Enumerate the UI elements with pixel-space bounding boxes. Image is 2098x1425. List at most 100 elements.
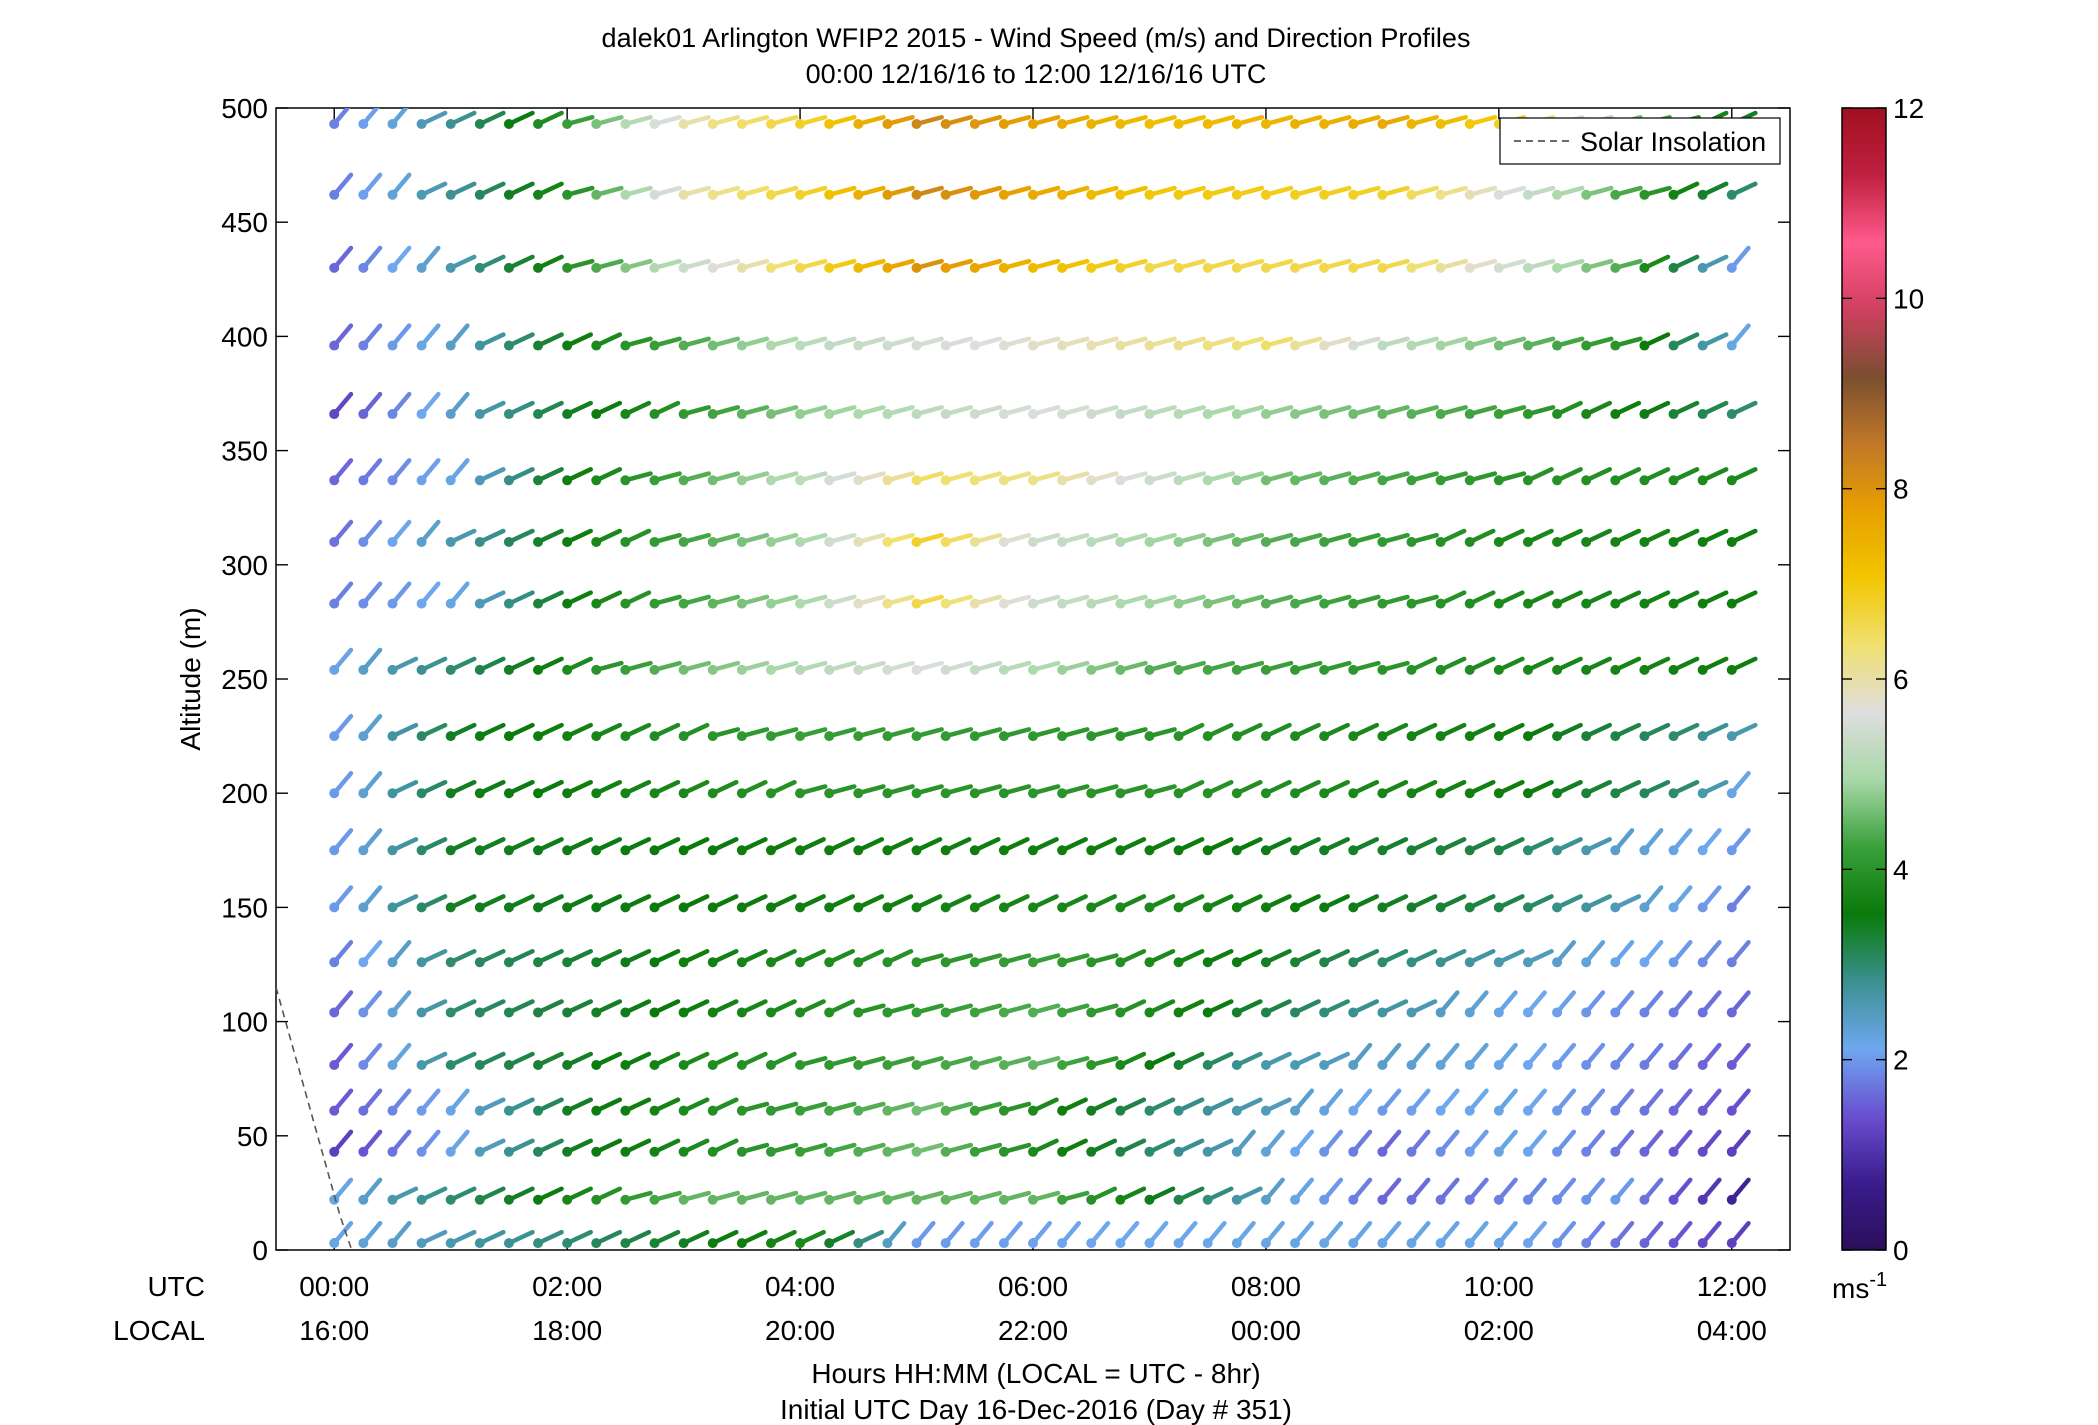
wind-barb <box>1581 656 1613 675</box>
wind-barb-dot <box>1435 1146 1446 1157</box>
wind-barb-dot <box>1668 731 1679 742</box>
wind-barb-dot <box>940 845 951 856</box>
wind-barb-dot <box>1610 1105 1621 1116</box>
wind-barb-dot <box>882 1007 893 1018</box>
wind-barb-dot <box>707 788 718 799</box>
wind-barb <box>445 1129 470 1157</box>
wind-barb <box>358 885 383 913</box>
wind-barb-dot <box>1726 189 1737 200</box>
wind-barb-dot <box>445 262 456 273</box>
wind-barb <box>1435 185 1468 200</box>
wind-barb-dot <box>1115 598 1126 609</box>
wind-barb-dot <box>853 845 864 856</box>
wind-barb-dot <box>1086 845 1097 856</box>
wind-barb-dot <box>329 1059 340 1070</box>
wind-barb <box>1668 990 1693 1018</box>
wind-barb-dot <box>503 262 514 273</box>
wind-barb <box>329 458 354 486</box>
wind-barb-dot <box>1493 1146 1504 1157</box>
wind-barb-dot <box>1610 788 1621 799</box>
wind-barb <box>1668 779 1700 799</box>
wind-barb <box>1319 837 1350 856</box>
wind-barb <box>1144 1097 1176 1116</box>
wind-barb-dot <box>998 118 1009 129</box>
wind-barb-dot <box>591 1059 602 1070</box>
wind-barb-dot <box>1144 902 1155 913</box>
wind-barb-dot <box>1319 902 1330 913</box>
wind-barb-dot <box>1581 1105 1592 1116</box>
wind-barb-dot <box>795 340 806 351</box>
wind-barb <box>1668 400 1700 420</box>
wind-barb <box>474 1138 506 1157</box>
wind-barb <box>1173 894 1205 913</box>
wind-barb <box>416 181 448 200</box>
wind-barb <box>1493 471 1527 486</box>
wind-barb-dot <box>1348 189 1359 200</box>
wind-barbs <box>329 108 1758 1249</box>
wind-barb <box>707 1138 739 1157</box>
wind-barb <box>445 999 477 1018</box>
wind-barb <box>387 722 419 742</box>
wind-barb-dot <box>1668 1146 1679 1157</box>
wind-barb <box>1028 594 1061 609</box>
wind-barb-dot <box>1144 1238 1155 1249</box>
wind-barb <box>795 594 828 609</box>
wind-barb <box>882 532 915 547</box>
wind-barb-dot <box>1522 536 1533 547</box>
wind-barb-dot <box>1377 1238 1388 1249</box>
wind-barb-dot <box>1552 1194 1563 1205</box>
wind-barb-dot <box>678 845 689 856</box>
wind-barb <box>1406 722 1438 742</box>
wind-barb <box>562 1229 593 1249</box>
wind-barb <box>1610 590 1642 609</box>
wind-barb <box>620 1097 652 1116</box>
wind-barb-dot <box>1028 902 1038 913</box>
wind-barb <box>882 784 915 799</box>
wind-barb <box>969 1220 994 1249</box>
wind-barb-dot <box>707 664 718 675</box>
wind-barb <box>1639 254 1671 273</box>
wind-barb <box>765 594 799 609</box>
wind-barb-dot <box>824 475 835 486</box>
wind-barb <box>1115 999 1147 1018</box>
wind-barb-dot <box>416 845 427 856</box>
wind-barb-dot <box>474 664 485 675</box>
wind-barb-dot <box>1552 598 1563 609</box>
y-tick-label: 50 <box>237 1121 268 1152</box>
wind-barb <box>795 115 828 129</box>
wind-barb <box>1290 779 1321 799</box>
wind-barb <box>1552 837 1583 856</box>
wind-barb-dot <box>329 409 340 420</box>
wind-barb <box>1202 471 1236 486</box>
wind-barb-dot <box>853 731 864 742</box>
wind-barb <box>416 948 448 968</box>
wind-barb <box>853 185 886 200</box>
wind-barb <box>1231 185 1265 200</box>
y-tick-label: 0 <box>252 1235 268 1266</box>
wind-barb <box>1144 532 1177 547</box>
wind-barb-dot <box>1260 340 1271 351</box>
wind-barb-dot <box>445 1194 456 1205</box>
wind-barb <box>1552 940 1577 968</box>
wind-barb-dot <box>620 731 631 742</box>
wind-barb-dot <box>562 1007 573 1018</box>
wind-barb-dot <box>998 189 1009 200</box>
wind-barb <box>1173 1220 1198 1249</box>
wind-barb <box>1348 1177 1373 1205</box>
wind-barb-dot <box>329 731 340 742</box>
wind-barb <box>765 727 799 742</box>
wind-barb <box>533 254 564 273</box>
wind-barb <box>736 594 770 609</box>
wind-barb-dot <box>445 536 456 547</box>
wind-barb <box>678 336 711 351</box>
wind-barb-dot <box>591 1238 602 1249</box>
wind-barb-dot <box>416 788 427 799</box>
wind-barb <box>678 115 711 129</box>
wind-barb <box>998 660 1032 675</box>
wind-barb <box>1552 1042 1577 1070</box>
wind-barb-dot <box>1464 1238 1475 1249</box>
wind-barb <box>416 656 448 675</box>
wind-barb-dot <box>1202 1059 1213 1070</box>
wind-barb-dot <box>533 845 544 856</box>
wind-barb <box>416 837 448 856</box>
